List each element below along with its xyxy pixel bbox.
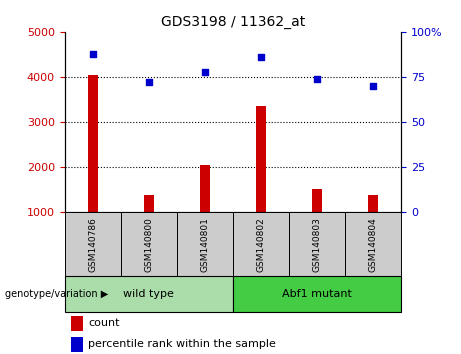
Text: genotype/variation ▶: genotype/variation ▶ bbox=[5, 289, 108, 299]
Title: GDS3198 / 11362_at: GDS3198 / 11362_at bbox=[161, 16, 305, 29]
Point bbox=[313, 76, 321, 82]
Text: count: count bbox=[88, 318, 119, 328]
Bar bbox=[65, 276, 233, 312]
Text: Abf1 mutant: Abf1 mutant bbox=[282, 289, 352, 299]
Text: GSM140800: GSM140800 bbox=[144, 217, 153, 272]
Bar bbox=[233, 276, 401, 312]
Text: GSM140801: GSM140801 bbox=[200, 217, 209, 272]
Bar bbox=[121, 212, 177, 276]
Bar bbox=[368, 195, 378, 212]
Bar bbox=[144, 195, 154, 212]
Point bbox=[257, 54, 265, 60]
Text: percentile rank within the sample: percentile rank within the sample bbox=[88, 339, 276, 349]
Text: GSM140803: GSM140803 bbox=[313, 217, 321, 272]
Bar bbox=[71, 337, 83, 352]
Bar bbox=[256, 106, 266, 212]
Point bbox=[369, 83, 377, 89]
Bar bbox=[200, 165, 210, 212]
Bar bbox=[289, 212, 345, 276]
Text: GSM140802: GSM140802 bbox=[256, 217, 266, 272]
Bar bbox=[233, 212, 289, 276]
Bar bbox=[345, 212, 401, 276]
Bar bbox=[312, 189, 322, 212]
Bar bbox=[65, 212, 121, 276]
Bar bbox=[88, 75, 98, 212]
Bar bbox=[177, 212, 233, 276]
Point bbox=[89, 51, 96, 56]
Text: GSM140804: GSM140804 bbox=[368, 217, 378, 272]
Point bbox=[145, 80, 152, 85]
Bar bbox=[71, 316, 83, 331]
Text: wild type: wild type bbox=[123, 289, 174, 299]
Point bbox=[201, 69, 208, 74]
Text: GSM140786: GSM140786 bbox=[88, 217, 97, 272]
